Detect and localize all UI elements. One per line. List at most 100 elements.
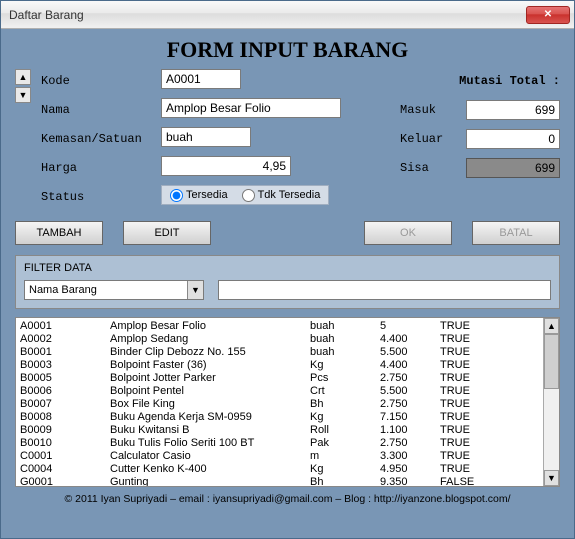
filter-combo[interactable]: Nama Barang ▼ <box>24 280 204 300</box>
table-row[interactable]: B0005Bolpoint Jotter ParkerPcs2.750TRUE <box>20 372 539 385</box>
label-status: Status <box>41 187 151 207</box>
cell-status: TRUE <box>440 450 500 463</box>
cell-kode: C0001 <box>20 450 110 463</box>
batal-button[interactable]: BATAL <box>472 221 560 245</box>
radio-tdk-label: Tdk Tersedia <box>258 189 321 201</box>
filter-panel: FILTER DATA Nama Barang ▼ <box>15 255 560 309</box>
kemasan-input[interactable] <box>161 127 251 147</box>
cell-nama: Binder Clip Debozz No. 155 <box>110 346 310 359</box>
cell-nama: Bolpoint Pentel <box>110 385 310 398</box>
cell-status: FALSE <box>440 476 500 486</box>
cell-kode: B0005 <box>20 372 110 385</box>
cell-nama: Bolpoint Jotter Parker <box>110 372 310 385</box>
masuk-value: 699 <box>466 100 560 120</box>
label-nama: Nama <box>41 100 151 120</box>
table-row[interactable]: B0007Box File KingBh2.750TRUE <box>20 398 539 411</box>
filter-search-input[interactable] <box>218 280 551 300</box>
cell-harga: 2.750 <box>380 372 440 385</box>
cell-nama: Buku Kwitansi B <box>110 424 310 437</box>
cell-status: TRUE <box>440 372 500 385</box>
table-row[interactable]: B0010Buku Tulis Folio Seriti 100 BTPak2.… <box>20 437 539 450</box>
cell-nama: Buku Agenda Kerja SM-0959 <box>110 411 310 424</box>
scroll-track[interactable] <box>544 334 559 470</box>
edit-button[interactable]: EDIT <box>123 221 211 245</box>
cell-status: TRUE <box>440 398 500 411</box>
cell-kode: B0007 <box>20 398 110 411</box>
kode-input[interactable] <box>161 69 241 89</box>
content-area: FORM INPUT BARANG ▲ ▼ Kode Nama Kemasan/… <box>1 29 574 538</box>
mutasi-masuk-row: Masuk 699 <box>400 100 560 120</box>
cell-kemasan: Pcs <box>310 372 380 385</box>
cell-harga: 5.500 <box>380 346 440 359</box>
grid-scrollbar[interactable]: ▲ ▼ <box>543 318 559 486</box>
filter-title: FILTER DATA <box>24 262 551 274</box>
cell-kode: B0009 <box>20 424 110 437</box>
cell-status: TRUE <box>440 320 500 333</box>
cell-kemasan: buah <box>310 346 380 359</box>
scroll-down-icon[interactable]: ▼ <box>544 470 559 486</box>
cell-nama: Buku Tulis Folio Seriti 100 BT <box>110 437 310 450</box>
cell-kode: B0001 <box>20 346 110 359</box>
form-area: ▲ ▼ Kode Nama Kemasan/Satuan Harga Statu… <box>15 69 560 207</box>
record-up-button[interactable]: ▲ <box>15 69 31 85</box>
nama-input[interactable] <box>161 98 341 118</box>
label-kemasan: Kemasan/Satuan <box>41 129 151 149</box>
filter-row: Nama Barang ▼ <box>24 280 551 300</box>
cell-harga: 5 <box>380 320 440 333</box>
record-scroll: ▲ ▼ <box>15 69 31 207</box>
cell-status: TRUE <box>440 333 500 346</box>
cell-harga: 4.950 <box>380 463 440 476</box>
table-row[interactable]: C0004Cutter Kenko K-400Kg4.950TRUE <box>20 463 539 476</box>
cell-harga: 4.400 <box>380 333 440 346</box>
label-keluar: Keluar <box>400 132 460 146</box>
grid-wrap: A0001Amplop Besar Foliobuah5TRUEA0002Amp… <box>15 317 560 487</box>
chevron-down-icon: ▼ <box>187 281 203 299</box>
harga-input[interactable] <box>161 156 291 176</box>
mutasi-keluar-row: Keluar 0 <box>400 129 560 149</box>
cell-kemasan: buah <box>310 320 380 333</box>
mutasi-title: Mutasi Total : <box>400 71 560 91</box>
table-row[interactable]: A0002Amplop Sedangbuah4.400TRUE <box>20 333 539 346</box>
window-title: Daftar Barang <box>9 8 84 22</box>
cell-kemasan: Bh <box>310 476 380 486</box>
table-row[interactable]: B0001Binder Clip Debozz No. 155buah5.500… <box>20 346 539 359</box>
cell-kemasan: buah <box>310 333 380 346</box>
radio-tersedia-input[interactable] <box>170 189 183 202</box>
table-row[interactable]: B0009Buku Kwitansi BRoll1.100TRUE <box>20 424 539 437</box>
close-button[interactable]: ✕ <box>526 6 570 24</box>
radio-tdk-input[interactable] <box>242 189 255 202</box>
scroll-up-icon[interactable]: ▲ <box>544 318 559 334</box>
cell-nama: Bolpoint Faster (36) <box>110 359 310 372</box>
data-grid[interactable]: A0001Amplop Besar Foliobuah5TRUEA0002Amp… <box>16 318 543 486</box>
cell-nama: Amplop Besar Folio <box>110 320 310 333</box>
radio-tersedia-label: Tersedia <box>186 189 228 201</box>
cell-harga: 9.350 <box>380 476 440 486</box>
table-row[interactable]: B0006Bolpoint PentelCrt5.500TRUE <box>20 385 539 398</box>
record-down-button[interactable]: ▼ <box>15 87 31 103</box>
cell-kemasan: Kg <box>310 359 380 372</box>
page-title: FORM INPUT BARANG <box>15 37 560 63</box>
cell-nama: Gunting <box>110 476 310 486</box>
mutasi-column: Mutasi Total : Masuk 699 Keluar 0 Sisa 6… <box>400 69 560 207</box>
cell-nama: Calculator Casio <box>110 450 310 463</box>
cell-status: TRUE <box>440 385 500 398</box>
cell-kode: A0002 <box>20 333 110 346</box>
cell-kemasan: Kg <box>310 463 380 476</box>
scroll-thumb[interactable] <box>544 334 559 389</box>
table-row[interactable]: G0001GuntingBh9.350FALSE <box>20 476 539 486</box>
tambah-button[interactable]: TAMBAH <box>15 221 103 245</box>
ok-button[interactable]: OK <box>364 221 452 245</box>
cell-kode: G0001 <box>20 476 110 486</box>
table-row[interactable]: B0008Buku Agenda Kerja SM-0959Kg7.150TRU… <box>20 411 539 424</box>
radio-tersedia[interactable]: Tersedia <box>170 189 228 202</box>
cell-status: TRUE <box>440 411 500 424</box>
table-row[interactable]: C0001Calculator Casiom3.300TRUE <box>20 450 539 463</box>
button-row: TAMBAH EDIT OK BATAL <box>15 221 560 245</box>
table-row[interactable]: B0003Bolpoint Faster (36)Kg4.400TRUE <box>20 359 539 372</box>
table-row[interactable]: A0001Amplop Besar Foliobuah5TRUE <box>20 320 539 333</box>
cell-harga: 4.400 <box>380 359 440 372</box>
radio-tdk[interactable]: Tdk Tersedia <box>242 189 321 202</box>
titlebar: Daftar Barang ✕ <box>1 1 574 29</box>
cell-nama: Box File King <box>110 398 310 411</box>
cell-status: TRUE <box>440 346 500 359</box>
